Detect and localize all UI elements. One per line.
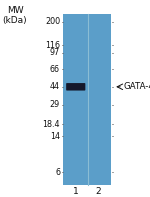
Text: 6: 6: [55, 168, 60, 177]
Text: 29: 29: [50, 100, 60, 109]
Text: 116: 116: [45, 41, 60, 50]
Text: 97: 97: [50, 48, 60, 57]
Text: MW
(kDa): MW (kDa): [3, 6, 27, 25]
Text: 14: 14: [50, 132, 60, 140]
Bar: [63, 14, 111, 185]
FancyBboxPatch shape: [66, 83, 85, 91]
Text: GATA-4: GATA-4: [124, 82, 150, 91]
Text: 66: 66: [50, 65, 60, 74]
Text: 2: 2: [95, 187, 101, 196]
Text: 44: 44: [50, 82, 60, 91]
Text: 200: 200: [45, 17, 60, 26]
Text: 18.4: 18.4: [42, 120, 60, 129]
Text: 1: 1: [73, 187, 79, 196]
